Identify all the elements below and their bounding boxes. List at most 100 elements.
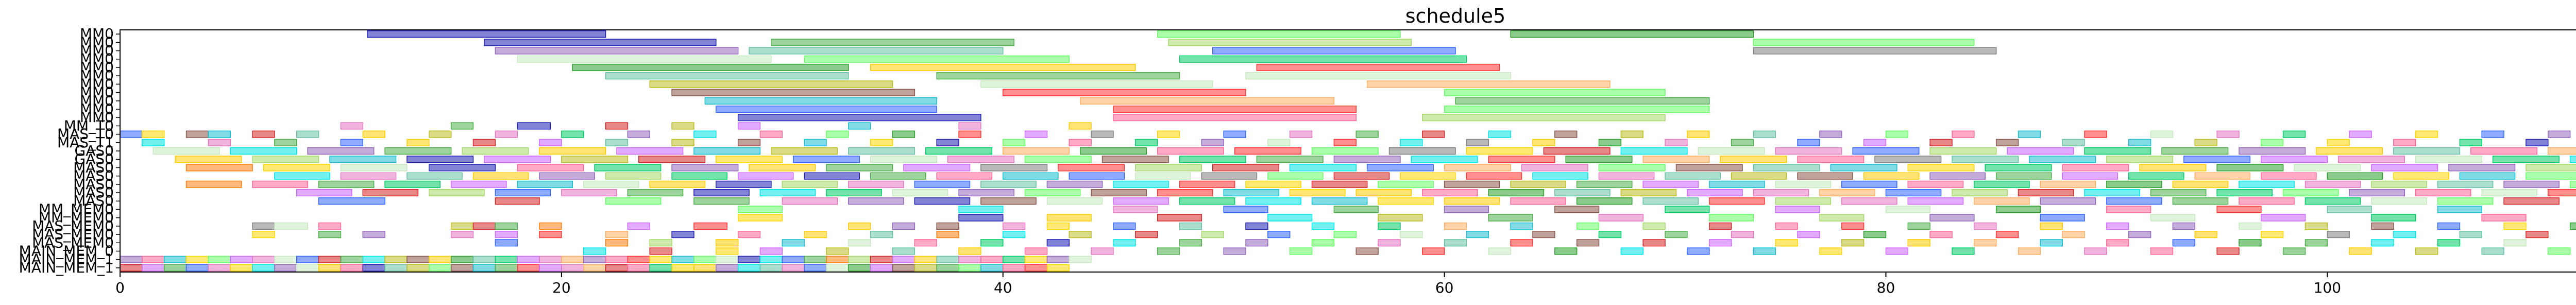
task-bar <box>936 222 959 230</box>
x-tick-label: 80 <box>1877 279 1895 296</box>
task-bar <box>252 222 275 230</box>
y-tick-label: MM0 <box>80 75 114 92</box>
task-bar <box>2437 239 2461 247</box>
task-bar <box>892 256 916 263</box>
task-bar <box>980 197 1037 205</box>
task-bar <box>2018 247 2041 255</box>
task-bar <box>185 256 209 263</box>
task-bar <box>947 156 1014 163</box>
task-bar <box>2371 239 2394 247</box>
task-bar <box>1819 130 1842 138</box>
task-bar <box>1455 97 1710 105</box>
task-bar <box>1995 172 2052 180</box>
task-bar <box>1101 156 1169 163</box>
task-bar <box>1113 197 1169 205</box>
task-bar <box>1852 147 1920 155</box>
task-bar <box>1985 164 2052 172</box>
task-bar <box>120 264 143 272</box>
task-bar <box>2018 130 2041 138</box>
task-bar <box>185 264 209 272</box>
task-bar <box>1113 239 1136 247</box>
task-bar <box>870 264 893 272</box>
task-bar <box>1819 189 1875 197</box>
task-bar <box>848 264 871 272</box>
task-bar <box>1024 247 1048 255</box>
task-bar <box>384 180 440 188</box>
task-bar <box>1333 156 1401 163</box>
task-bar <box>2393 172 2449 180</box>
task-bar <box>429 189 485 197</box>
task-bar <box>2415 247 2438 255</box>
y-tick-label: MM0 <box>80 25 114 42</box>
task-bar <box>2294 164 2361 172</box>
task-bar <box>252 130 275 138</box>
task-bar <box>1289 130 1313 138</box>
task-bar <box>1819 214 1865 222</box>
task-bar <box>925 147 993 155</box>
task-bar <box>1929 214 1975 222</box>
x-tick-label: 0 <box>115 279 125 296</box>
task-bar <box>142 139 165 146</box>
task-bar <box>1510 222 1533 230</box>
y-tick-label: MM0 <box>80 33 114 50</box>
task-bar <box>1002 172 1059 180</box>
task-bar <box>1245 72 1511 80</box>
task-bar <box>1874 156 1942 163</box>
task-bar <box>1400 139 1423 146</box>
task-bar <box>1642 180 1699 188</box>
task-bar <box>472 172 529 180</box>
task-bar <box>2503 180 2560 188</box>
task-bar <box>1488 247 1511 255</box>
task-bar <box>980 264 1004 272</box>
task-bar <box>1091 189 1147 197</box>
task-bar <box>1201 230 1224 239</box>
task-bar <box>1113 105 1357 113</box>
task-bar <box>1245 180 1301 188</box>
task-bar <box>1775 180 1832 188</box>
task-bar <box>495 189 551 197</box>
task-bar <box>759 256 783 263</box>
task-bar <box>693 256 717 263</box>
task-bar <box>848 122 871 130</box>
task-bar <box>2172 222 2196 230</box>
task-bar <box>1388 147 1456 155</box>
task-bar <box>737 122 761 130</box>
task-bar <box>1731 230 1754 239</box>
task-bar <box>1168 39 1412 46</box>
task-bar <box>1311 147 1379 155</box>
task-bar <box>484 39 717 46</box>
x-tick-label: 100 <box>2314 279 2341 296</box>
task-bar <box>340 164 408 172</box>
task-bar <box>2282 130 2306 138</box>
task-bar <box>870 230 893 239</box>
task-bar <box>936 256 959 263</box>
task-bar <box>1510 180 1566 188</box>
task-bar <box>340 139 364 146</box>
task-bar <box>1687 247 1710 255</box>
task-bar <box>1665 230 1688 239</box>
task-bar <box>1532 230 1555 239</box>
task-bar <box>1929 230 1953 239</box>
task-bar <box>1223 189 1280 197</box>
task-bar <box>1069 230 1092 239</box>
task-bar <box>870 256 893 263</box>
task-bar <box>362 256 385 263</box>
task-bar <box>1179 180 1235 188</box>
task-bar <box>406 264 430 272</box>
task-bar <box>2569 156 2576 163</box>
task-bar <box>2040 214 2085 222</box>
task-bar <box>936 264 959 272</box>
task-bar <box>318 180 375 188</box>
task-bar <box>782 180 838 188</box>
task-bar <box>826 256 849 263</box>
task-bar <box>561 256 584 263</box>
task-bar <box>429 256 452 263</box>
task-bar <box>1907 164 1975 172</box>
task-bar <box>185 180 242 188</box>
task-bar <box>1698 147 1765 155</box>
task-bar <box>406 256 430 263</box>
y-tick-label: MM0 <box>80 92 114 109</box>
task-bar <box>1952 130 1975 138</box>
task-bar <box>2304 222 2328 230</box>
task-bar <box>318 230 342 239</box>
